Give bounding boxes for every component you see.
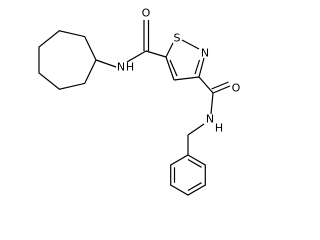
bonds <box>38 20 231 196</box>
bond <box>187 182 202 192</box>
cycloheptane-ring <box>38 30 97 90</box>
benzene-ring <box>170 154 206 196</box>
atom-label: H <box>215 122 223 135</box>
atom-label: N <box>117 61 125 74</box>
atom-label: O <box>232 82 241 95</box>
bond <box>95 59 117 68</box>
atom-label: H <box>126 61 134 74</box>
bond <box>169 59 178 77</box>
bond <box>187 123 205 136</box>
molecule-diagram: O S N N H O N H <box>38 7 241 196</box>
bond <box>187 158 202 168</box>
bond <box>194 59 201 75</box>
bond <box>173 76 200 81</box>
bond <box>181 39 200 50</box>
bond <box>126 50 147 63</box>
bond <box>145 50 167 58</box>
atom-label: S <box>174 32 181 45</box>
bond <box>212 85 231 94</box>
bond <box>210 92 214 115</box>
bond <box>211 81 229 90</box>
bond <box>165 56 175 81</box>
bond <box>165 42 174 58</box>
atom-label: N <box>206 113 214 126</box>
atom-label: O <box>142 7 151 20</box>
atom-label: N <box>201 47 209 60</box>
bond <box>198 76 214 94</box>
bond <box>198 57 205 78</box>
